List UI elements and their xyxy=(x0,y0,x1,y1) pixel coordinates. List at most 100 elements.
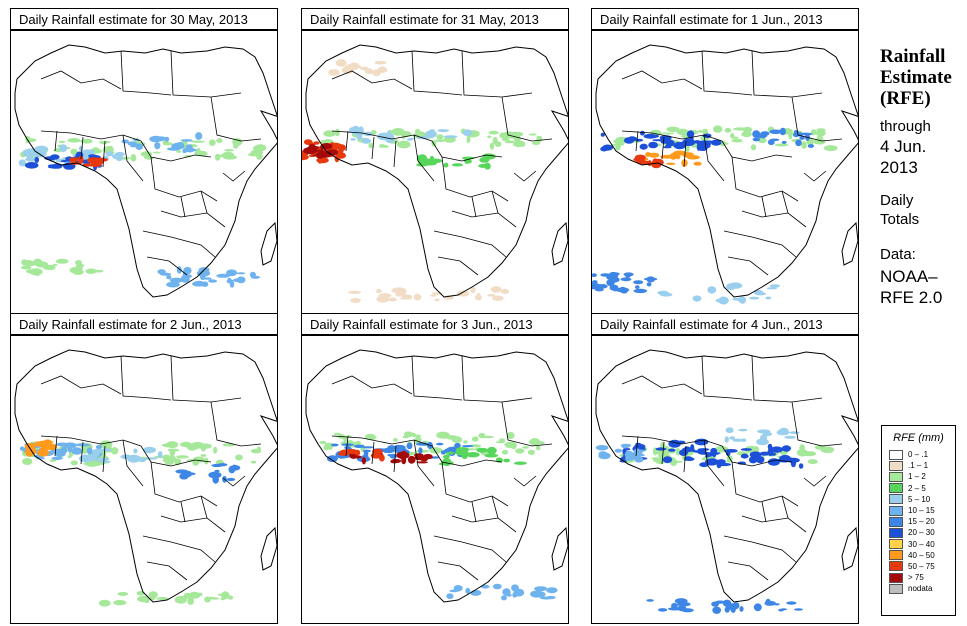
country-border xyxy=(146,256,188,276)
rain-patch xyxy=(620,277,632,282)
rain-patch xyxy=(166,441,179,449)
rain-patch xyxy=(416,442,429,446)
period-label: Daily xyxy=(880,192,914,209)
rain-patch xyxy=(387,445,396,451)
rain-patch xyxy=(88,154,97,158)
side-title-line: Rainfall xyxy=(880,46,946,67)
rain-patch xyxy=(143,446,156,454)
rain-patch xyxy=(807,144,815,148)
rain-patch xyxy=(476,447,488,453)
rain-patch xyxy=(430,456,440,459)
legend-label: 0 – .1 xyxy=(908,450,929,460)
rain-patch xyxy=(483,435,494,439)
rain-patch xyxy=(527,449,535,455)
rain-patch xyxy=(376,288,382,294)
rain-patch xyxy=(749,451,762,458)
rain-patch xyxy=(648,141,658,149)
legend-swatch xyxy=(889,550,903,561)
rain-patch xyxy=(212,475,219,484)
rain-patch xyxy=(532,141,541,146)
rain-patch xyxy=(685,144,690,153)
rain-patch xyxy=(503,458,510,463)
rain-patch xyxy=(598,452,611,460)
country-border xyxy=(433,230,507,258)
side-annotation: Rainfall Estimate (RFE) through 4 Jun. 2… xyxy=(880,46,965,308)
legend-item: 0 – .1 xyxy=(889,449,955,460)
rain-patch xyxy=(789,431,800,434)
rain-patch xyxy=(499,132,507,139)
country-border xyxy=(751,355,823,403)
rain-patch xyxy=(767,458,780,466)
rain-patch xyxy=(456,290,470,297)
rain-patch xyxy=(479,157,490,163)
country-border xyxy=(222,170,246,182)
rainfall-map xyxy=(10,335,278,624)
rain-patch xyxy=(733,127,748,131)
rain-patch xyxy=(470,286,476,294)
rain-patch xyxy=(635,285,640,289)
rain-patch xyxy=(684,456,693,461)
rain-patch xyxy=(140,151,153,157)
rain-patch xyxy=(235,454,243,461)
rain-patch xyxy=(362,446,374,449)
rain-patch xyxy=(356,134,363,140)
rain-patch xyxy=(710,139,722,146)
landmass-outline xyxy=(840,110,858,141)
rain-patch xyxy=(176,455,189,459)
rain-patch xyxy=(323,444,329,451)
rain-patch xyxy=(753,603,762,612)
rain-patch xyxy=(221,591,230,600)
country-border xyxy=(411,50,463,96)
rain-patch xyxy=(67,444,73,453)
africa-coastline xyxy=(305,349,568,603)
country-border xyxy=(160,210,226,228)
country-border xyxy=(331,375,413,395)
country-border xyxy=(761,495,789,523)
rain-patch xyxy=(724,127,732,133)
rain-patch xyxy=(180,139,193,142)
rain-patch xyxy=(443,135,458,138)
rain-patch xyxy=(375,69,388,72)
rain-patch xyxy=(671,602,678,610)
rain-patch xyxy=(471,436,479,442)
legend-swatch xyxy=(889,505,903,516)
rain-patch xyxy=(49,459,57,462)
country-border xyxy=(411,355,463,401)
rain-patch xyxy=(82,462,92,465)
rain-patch xyxy=(336,146,345,149)
country-border xyxy=(40,435,142,447)
rain-patch xyxy=(522,446,529,449)
rain-patch xyxy=(392,438,398,442)
rain-patch xyxy=(660,138,669,144)
map-panel-2-jun: Daily Rainfall estimate for 2 Jun., 2013 xyxy=(10,313,278,624)
rain-patch xyxy=(674,598,688,604)
rain-patch xyxy=(390,459,399,464)
rain-patch xyxy=(96,444,102,450)
rain-patch xyxy=(105,151,114,157)
rain-patch xyxy=(67,455,72,459)
rain-patch xyxy=(718,296,729,305)
legend-label: 10 – 15 xyxy=(908,506,935,516)
rain-patch xyxy=(388,297,397,302)
country-border xyxy=(723,230,797,258)
rain-patch xyxy=(430,294,437,297)
rain-patch xyxy=(208,139,216,146)
rain-patch xyxy=(368,142,374,149)
legend-label: > 75 xyxy=(908,573,924,583)
rain-patch xyxy=(389,453,397,459)
rain-patch xyxy=(248,153,260,157)
rain-patch xyxy=(308,144,316,147)
landmass-outline xyxy=(551,221,568,266)
rain-patch xyxy=(324,139,333,143)
rain-patch xyxy=(646,282,652,287)
panel-title: Daily Rainfall estimate for 30 May, 2013 xyxy=(10,8,278,30)
rain-patch xyxy=(416,163,429,167)
panel-title: Daily Rainfall estimate for 2 Jun., 2013 xyxy=(10,313,278,335)
rain-patch xyxy=(506,431,515,440)
rain-patch xyxy=(690,444,695,452)
rain-patch xyxy=(374,60,387,65)
legend-label: 20 – 30 xyxy=(908,528,935,538)
rain-patch xyxy=(183,266,192,275)
rain-patch xyxy=(407,455,416,464)
rain-patch xyxy=(715,600,726,604)
